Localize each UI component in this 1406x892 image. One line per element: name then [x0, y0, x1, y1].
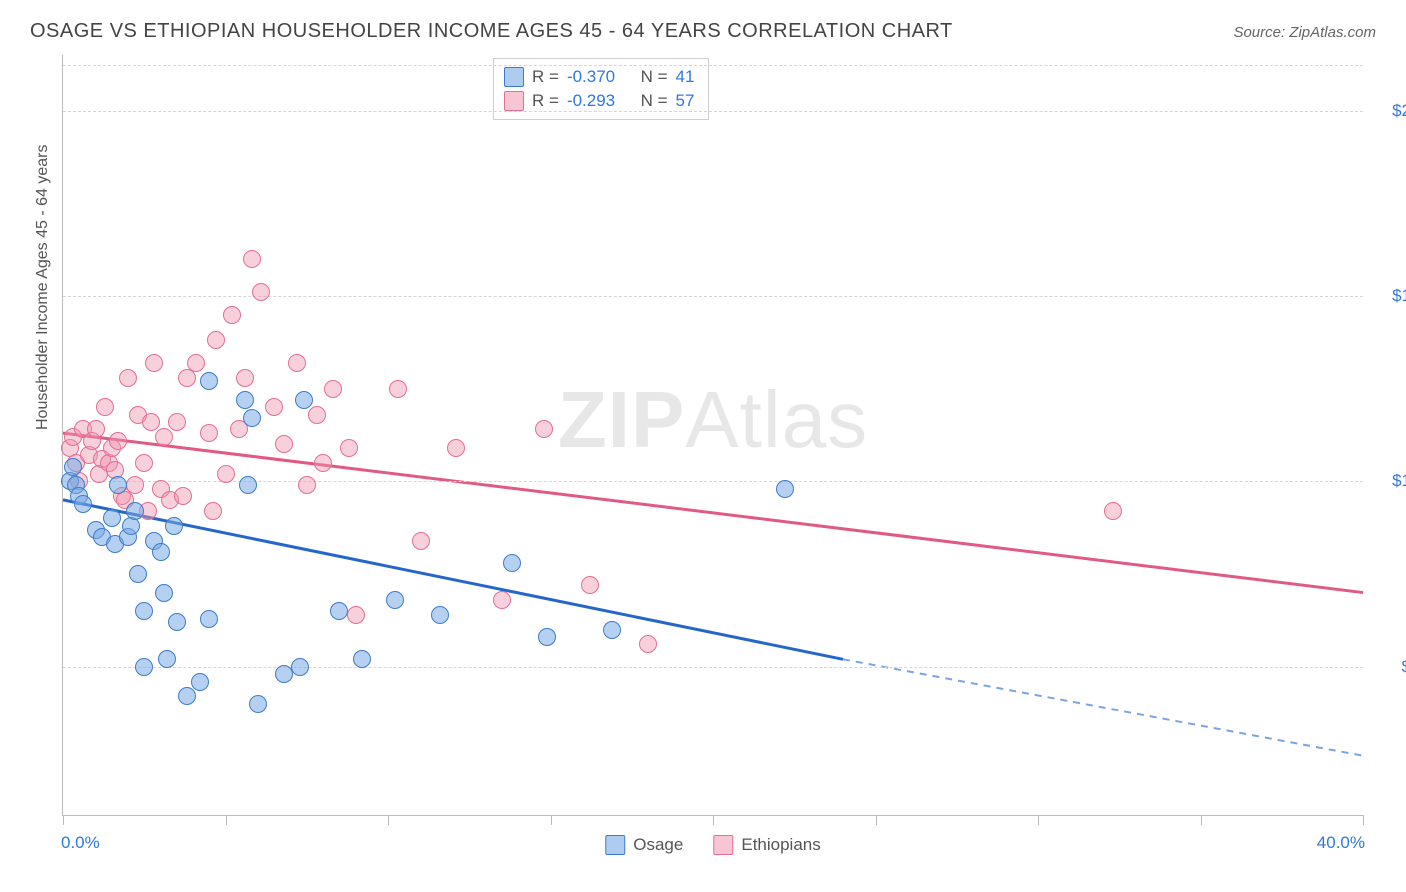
scatter-point-ethiopian: [223, 306, 241, 324]
scatter-point-osage: [74, 495, 92, 513]
scatter-point-osage: [135, 658, 153, 676]
scatter-point-osage: [236, 391, 254, 409]
scatter-point-ethiopian: [187, 354, 205, 372]
gridline: [63, 667, 1363, 668]
scatter-point-osage: [295, 391, 313, 409]
scatter-point-osage: [776, 480, 794, 498]
scatter-point-osage: [155, 584, 173, 602]
scatter-point-osage: [291, 658, 309, 676]
plot-area: ZIPAtlas R = -0.370 N = 41 R = -0.293 N …: [62, 55, 1363, 816]
scatter-point-ethiopian: [168, 413, 186, 431]
scatter-point-ethiopian: [204, 502, 222, 520]
legend-label-osage: Osage: [633, 835, 683, 855]
scatter-point-ethiopian: [155, 428, 173, 446]
scatter-point-ethiopian: [217, 465, 235, 483]
x-tick: [388, 815, 389, 825]
x-tick: [876, 815, 877, 825]
scatter-point-osage: [603, 621, 621, 639]
gridline: [63, 111, 1363, 112]
legend-series: Osage Ethiopians: [605, 835, 820, 855]
x-tick: [713, 815, 714, 825]
scatter-point-ethiopian: [126, 476, 144, 494]
scatter-point-ethiopian: [1104, 502, 1122, 520]
scatter-point-ethiopian: [347, 606, 365, 624]
y-tick-label: $50,000: [1373, 657, 1406, 677]
chart-title: OSAGE VS ETHIOPIAN HOUSEHOLDER INCOME AG…: [30, 20, 953, 43]
scatter-point-ethiopian: [87, 420, 105, 438]
scatter-point-ethiopian: [308, 406, 326, 424]
legend-swatch-ethiopian2-icon: [713, 835, 733, 855]
y-tick-label: $100,000: [1373, 471, 1406, 491]
scatter-point-osage: [152, 543, 170, 561]
scatter-point-osage: [386, 591, 404, 609]
scatter-point-ethiopian: [236, 369, 254, 387]
source-text: Source: ZipAtlas.com: [1233, 24, 1376, 41]
x-tick: [63, 815, 64, 825]
scatter-point-ethiopian: [493, 591, 511, 609]
x-tick: [226, 815, 227, 825]
scatter-point-osage: [431, 606, 449, 624]
scatter-point-ethiopian: [298, 476, 316, 494]
scatter-point-osage: [129, 565, 147, 583]
scatter-point-osage: [168, 613, 186, 631]
scatter-point-ethiopian: [340, 439, 358, 457]
scatter-point-osage: [200, 610, 218, 628]
x-axis-min-label: 0.0%: [61, 833, 100, 853]
legend-item-osage: Osage: [605, 835, 683, 855]
x-tick: [1363, 815, 1364, 825]
y-tick-label: $150,000: [1373, 286, 1406, 306]
scatter-point-osage: [249, 695, 267, 713]
scatter-point-osage: [165, 517, 183, 535]
scatter-point-ethiopian: [145, 354, 163, 372]
gridline: [63, 481, 1363, 482]
scatter-point-ethiopian: [324, 380, 342, 398]
scatter-point-ethiopian: [109, 432, 127, 450]
scatter-point-osage: [191, 673, 209, 691]
legend-item-ethiopian: Ethiopians: [713, 835, 820, 855]
y-axis-title: Householder Income Ages 45 - 64 years: [34, 145, 52, 431]
scatter-point-osage: [178, 687, 196, 705]
scatter-point-ethiopian: [389, 380, 407, 398]
x-tick: [1201, 815, 1202, 825]
y-tick-label: $200,000: [1373, 101, 1406, 121]
x-axis-max-label: 40.0%: [1317, 833, 1365, 853]
scatter-point-ethiopian: [142, 413, 160, 431]
scatter-point-ethiopian: [412, 532, 430, 550]
scatter-point-ethiopian: [243, 250, 261, 268]
legend-label-ethiopian: Ethiopians: [741, 835, 820, 855]
x-tick: [551, 815, 552, 825]
scatter-point-osage: [126, 502, 144, 520]
x-tick: [1038, 815, 1039, 825]
gridline: [63, 65, 1363, 66]
scatter-point-osage: [503, 554, 521, 572]
scatter-point-osage: [243, 409, 261, 427]
scatter-point-ethiopian: [288, 354, 306, 372]
scatter-point-ethiopian: [581, 576, 599, 594]
legend-swatch-osage2-icon: [605, 835, 625, 855]
scatter-point-ethiopian: [119, 369, 137, 387]
scatter-point-ethiopian: [314, 454, 332, 472]
scatter-point-osage: [64, 458, 82, 476]
scatter-point-ethiopian: [135, 454, 153, 472]
